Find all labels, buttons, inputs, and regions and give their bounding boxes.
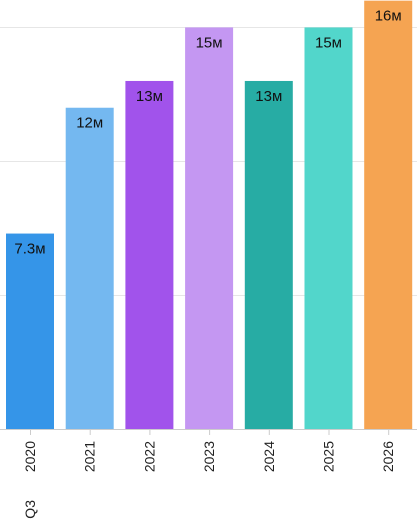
bar-2021 [65,107,114,429]
x-axis-prefix-label: Q3 [22,500,38,519]
tick-label-2020: 2020 [22,441,38,472]
tick-label-2025: 2025 [321,441,337,472]
bar-label-2020: 7.3м [14,241,45,258]
bar-label-2023: 15м [196,34,223,51]
bar-2020 [6,233,54,429]
bar-2025 [304,27,353,429]
tick-label-2022: 2022 [141,441,157,472]
bar-value-labels: 7.3м 12м 13м 15м 13м 15м 16м [14,8,401,258]
tick-label-2024: 2024 [261,441,277,472]
bar-2023 [185,27,234,429]
bar-label-2022: 13м [136,88,163,105]
bar-label-2021: 12м [76,115,103,132]
bar-2024 [244,80,293,429]
bar-2026 [364,0,413,430]
bars [6,0,413,430]
bar-label-2024: 13м [255,88,282,105]
tick-label-2023: 2023 [201,441,217,472]
tick-label-2021: 2021 [82,441,98,472]
bar-label-2026: 16м [375,8,402,25]
bar-label-2025: 15м [315,34,342,51]
x-axis-ticks: 2020 2021 2022 2023 2024 2025 2026 [22,429,396,472]
tick-label-2026: 2026 [380,441,396,472]
bar-2022 [125,80,174,429]
